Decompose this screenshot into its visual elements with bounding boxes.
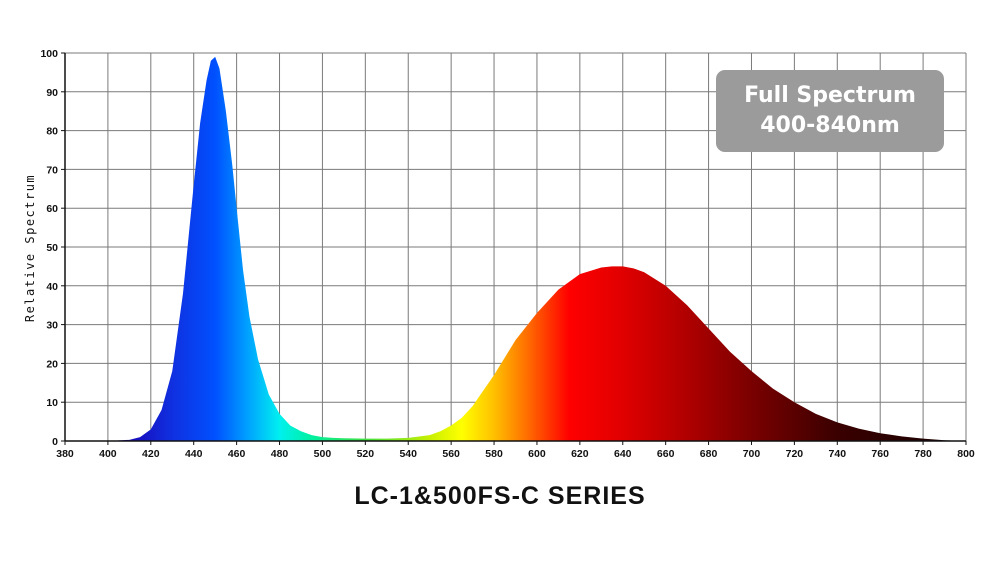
x-tick-label: 760 — [871, 448, 889, 460]
x-tick-label: 620 — [571, 448, 589, 460]
x-tick-label: 580 — [485, 448, 503, 460]
x-tick-label: 700 — [743, 448, 761, 460]
x-tick-label: 800 — [957, 448, 975, 460]
chart-title: LC-1&500FS-C SERIES — [354, 482, 646, 510]
x-tick-label: 520 — [357, 448, 375, 460]
y-tick-label: 20 — [46, 358, 58, 370]
y-tick-label: 80 — [46, 126, 58, 138]
y-tick-label: 70 — [46, 164, 58, 176]
y-tick-label: 100 — [40, 48, 58, 60]
x-tick-label: 740 — [829, 448, 847, 460]
x-tick-label: 600 — [528, 448, 546, 460]
y-axis-ticks: 0 10 20 30 40 50 60 70 80 90 100 — [40, 48, 65, 448]
x-tick-label: 720 — [786, 448, 804, 460]
spectrum-area — [65, 56, 966, 441]
y-tick-label: 40 — [46, 281, 58, 293]
x-tick-label: 680 — [700, 448, 718, 460]
x-tick-label: 540 — [399, 448, 417, 460]
full-spectrum-badge: Full Spectrum 400-840nm — [716, 70, 944, 152]
x-tick-label: 460 — [228, 448, 246, 460]
x-tick-label: 380 — [56, 448, 74, 460]
y-tick-label: 10 — [46, 397, 58, 409]
y-tick-label: 50 — [46, 242, 58, 254]
x-tick-label: 440 — [185, 448, 203, 460]
x-tick-label: 560 — [442, 448, 460, 460]
badge-line-2: 400-840nm — [760, 113, 900, 138]
x-tick-label: 480 — [271, 448, 289, 460]
y-tick-label: 30 — [46, 320, 58, 332]
x-tick-label: 420 — [142, 448, 160, 460]
x-tick-label: 640 — [614, 448, 632, 460]
badge-line-1: Full Spectrum — [744, 83, 916, 108]
x-tick-label: 400 — [99, 448, 117, 460]
x-tick-label: 780 — [914, 448, 932, 460]
y-tick-label: 0 — [52, 436, 58, 448]
y-tick-label: 60 — [46, 203, 58, 215]
x-axis-ticks: 380 400 420 440 460 480 500 520 540 560 580 600 620 6… — [56, 441, 975, 460]
x-tick-label: 500 — [314, 448, 332, 460]
x-tick-label: 660 — [657, 448, 675, 460]
y-axis-label: Relative Spectrum — [23, 174, 37, 322]
y-tick-label: 90 — [46, 87, 58, 99]
